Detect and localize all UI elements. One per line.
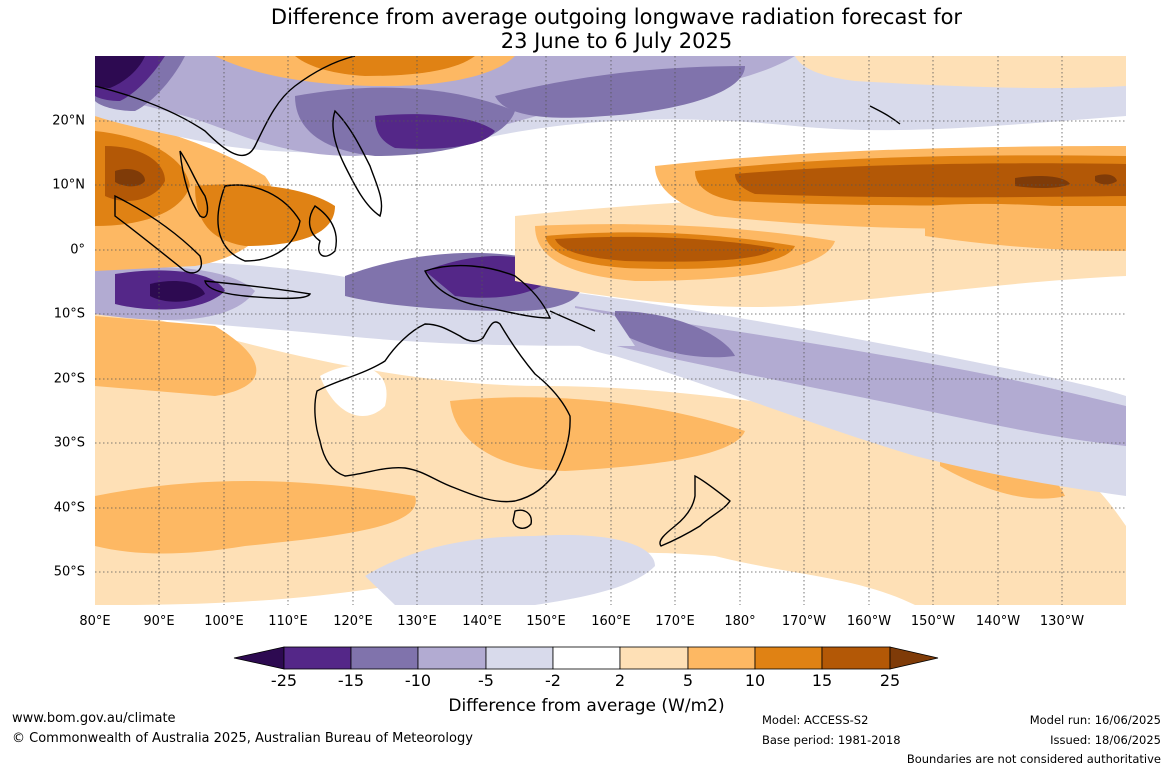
new-guinea-coastline xyxy=(424,264,552,319)
negative-anomaly-region xyxy=(150,281,205,302)
positive-anomaly-region xyxy=(925,203,1126,251)
website-link[interactable]: www.bom.gov.au/climate xyxy=(12,711,176,726)
negative-anomaly-region xyxy=(375,114,495,149)
colorbar-segment xyxy=(821,646,891,670)
colorbar-min-extension xyxy=(233,646,285,670)
negative-anomaly-region xyxy=(495,66,745,118)
asia-mainland-coastline xyxy=(95,56,356,157)
colorbar-segment xyxy=(350,646,419,670)
colorbar-tick-label: 5 xyxy=(682,671,694,690)
issued-date: Issued: 18/06/2025 xyxy=(1050,733,1161,747)
lon-label: 120°E xyxy=(333,614,373,629)
negative-anomaly-region xyxy=(95,56,145,88)
colorbar-max-extension xyxy=(889,646,939,670)
colorbar-tick-label: -10 xyxy=(404,671,432,690)
lon-label: 140°W xyxy=(975,614,1021,629)
lon-label: 180° xyxy=(724,614,756,629)
lat-label: 10°N xyxy=(52,177,85,193)
colorbar-tick-label: 2 xyxy=(614,671,626,690)
lat-label: 10°S xyxy=(53,306,85,322)
australia-coastline xyxy=(314,321,571,503)
lat-label: 50°S xyxy=(53,564,85,580)
colorbar-tick-label: -2 xyxy=(545,671,561,690)
positive-anomaly-region xyxy=(735,163,1126,198)
lon-label: 90°E xyxy=(143,614,175,629)
positive-anomaly-region xyxy=(95,316,257,396)
lat-label: 40°S xyxy=(53,500,85,516)
colorbar-tick-label: -5 xyxy=(478,671,494,690)
negative-anomaly-region xyxy=(615,311,735,358)
olr-anomaly-map xyxy=(95,56,1126,605)
positive-anomaly-region xyxy=(115,169,145,187)
solomon-islands-coastline xyxy=(549,310,596,332)
gridlines xyxy=(95,56,1126,605)
colorbar-tick-label: -25 xyxy=(270,671,298,690)
map-title-line2: 23 June to 6 July 2025 xyxy=(500,29,733,53)
colorbar-tick-label: 10 xyxy=(744,671,766,690)
boundaries-disclaimer: Boundaries are not considered authoritat… xyxy=(906,752,1161,766)
colorbar-segment xyxy=(754,646,823,670)
sumatra-coastline xyxy=(114,194,202,274)
neutral-region xyxy=(320,366,387,416)
tasmania-coastline xyxy=(512,509,532,529)
positive-anomaly-region xyxy=(195,184,335,246)
hawaii-coastline xyxy=(869,105,901,125)
lon-label: 170°E xyxy=(655,614,695,629)
base-period-info: Base period: 1981-2018 xyxy=(762,733,901,747)
lon-label: 130°E xyxy=(397,614,437,629)
positive-anomaly-region xyxy=(795,56,1126,89)
model-run-info: Model run: 16/06/2025 xyxy=(1029,713,1161,727)
lon-label: 160°E xyxy=(591,614,631,629)
lon-label: 110°E xyxy=(268,614,308,629)
new-zealand-coastline xyxy=(659,474,731,547)
map-canvas xyxy=(95,56,1126,605)
lon-label: 80°E xyxy=(79,614,111,629)
lon-label: 140°E xyxy=(462,614,502,629)
lon-label: 170°W xyxy=(781,614,827,629)
sulawesi-coastline xyxy=(308,205,337,257)
model-info: Model: ACCESS-S2 xyxy=(762,713,869,727)
anomaly-shading xyxy=(95,56,1126,605)
lat-label: 0° xyxy=(70,242,85,258)
positive-anomaly-region xyxy=(450,397,745,471)
lat-label: 30°S xyxy=(53,435,85,451)
copyright-text: © Commonwealth of Australia 2025, Austra… xyxy=(12,731,473,746)
map-title-line1: Difference from average outgoing longwav… xyxy=(270,5,963,29)
lon-label: 150°E xyxy=(526,614,566,629)
positive-anomaly-region xyxy=(1095,174,1117,185)
colorbar-segment xyxy=(485,646,554,670)
lon-label: 150°W xyxy=(910,614,956,629)
lat-label: 20°S xyxy=(53,371,85,387)
malay-peninsula-coastline xyxy=(179,150,209,218)
positive-anomaly-region xyxy=(95,481,416,554)
java-coastline xyxy=(204,280,312,300)
lon-label: 100°E xyxy=(204,614,244,629)
colorbar-tick-label: 25 xyxy=(879,671,901,690)
lat-label: 20°N xyxy=(52,113,85,129)
borneo-coastline xyxy=(217,184,301,262)
lon-label: 160°W xyxy=(846,614,892,629)
colorbar-title: Difference from average (W/m2) xyxy=(448,696,725,716)
colorbar-segment xyxy=(687,646,756,670)
colorbar-tick-label: -15 xyxy=(337,671,365,690)
coastlines xyxy=(95,56,901,547)
colorbar xyxy=(233,646,939,670)
negative-anomaly-region xyxy=(365,535,655,605)
colorbar-segment xyxy=(417,646,487,670)
positive-anomaly-region xyxy=(555,236,775,262)
colorbar-segment xyxy=(619,646,689,670)
philippines-coastline xyxy=(332,109,383,218)
lon-label: 130°W xyxy=(1039,614,1085,629)
colorbar-segment xyxy=(552,646,621,670)
colorbar-tick-label: 15 xyxy=(811,671,833,690)
colorbar-segment xyxy=(283,646,352,670)
